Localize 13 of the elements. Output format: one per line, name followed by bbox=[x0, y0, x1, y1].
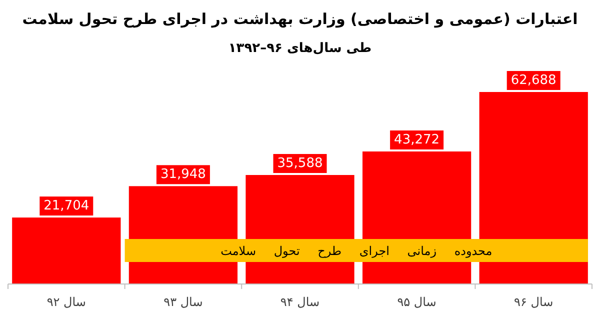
data-label: 35,588 bbox=[277, 156, 323, 171]
data-label: 21,704 bbox=[44, 198, 90, 214]
x-tick-label: سال ۹۴ bbox=[280, 295, 320, 309]
data-label: 62,688 bbox=[510, 73, 556, 88]
x-tick-label: سال ۹۲ bbox=[46, 295, 86, 309]
data-label: 31,948 bbox=[160, 167, 206, 182]
x-tick-label: سال ۹۶ bbox=[514, 295, 554, 309]
band-label: محدوده زمانی اجرای طرح تحول سلامت bbox=[220, 244, 492, 258]
x-tick-label: سال ۹۳ bbox=[164, 295, 203, 309]
title: اعتبارات (عمومی و اختصاصی) وزارت بهداشت در اجرای طرح تحول سلامت bbox=[22, 10, 578, 28]
subtitle: طی سال‌های ۹۶–۱۳۹۲ bbox=[228, 41, 372, 56]
data-label: 43,272 bbox=[394, 132, 440, 148]
x-tick-label: سال ۹۵ bbox=[397, 295, 436, 309]
